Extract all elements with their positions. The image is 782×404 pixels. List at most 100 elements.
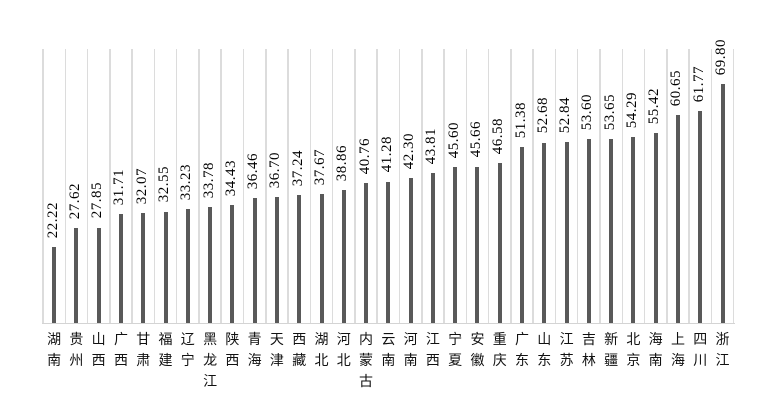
category-gridline	[465, 49, 468, 323]
bar-value-label: 43.81	[423, 127, 440, 164]
bar-value-label: 42.30	[401, 132, 418, 170]
category-gridline	[376, 49, 378, 323]
category-label: 甘 肃	[136, 333, 151, 369]
bar	[341, 189, 346, 323]
category-label: 江 苏	[559, 333, 574, 369]
bar-value-label: 46.58	[490, 118, 507, 155]
bar	[475, 166, 480, 323]
bar-value-label: 52.84	[557, 96, 574, 134]
category-gridline	[732, 49, 735, 323]
bar-value-label: 37.24	[289, 150, 306, 187]
category-label: 山 西	[91, 333, 106, 369]
bar	[675, 115, 680, 323]
category-label: 山 东	[537, 333, 552, 369]
bar	[364, 183, 369, 323]
bar-value-label: 33.23	[178, 163, 195, 201]
bar	[453, 166, 458, 323]
bar	[631, 137, 636, 323]
bar	[274, 197, 279, 323]
bar	[497, 163, 502, 323]
bar	[609, 139, 614, 323]
bar	[208, 207, 213, 323]
bar-value-label: 34.43	[222, 159, 239, 197]
bar-value-label: 40.76	[356, 138, 373, 175]
category-gridline	[554, 49, 557, 323]
category-label: 陕 西	[225, 333, 240, 369]
bar-value-label: 32.07	[133, 167, 150, 205]
bar	[297, 195, 302, 323]
bar	[319, 193, 324, 323]
bar-value-label: 38.86	[334, 144, 351, 181]
bar	[185, 209, 190, 323]
category-label: 北 京	[626, 333, 641, 369]
bar-value-label: 53.60	[579, 94, 596, 131]
category-gridline	[287, 49, 289, 323]
bar-value-label: 52.68	[534, 97, 551, 134]
category-label: 湖 北	[314, 333, 329, 369]
category-label: 吉 林	[581, 333, 596, 369]
category-label: 安 徽	[470, 333, 485, 369]
bar-value-label: 31.71	[111, 169, 128, 206]
bar-value-label: 27.62	[66, 183, 83, 220]
bar-value-label: 32.55	[156, 166, 173, 203]
bar-value-label: 53.65	[601, 94, 618, 131]
bar	[430, 172, 435, 323]
bar-value-label: 41.28	[378, 136, 395, 173]
bar	[720, 83, 725, 323]
bar-value-label: 60.65	[668, 70, 685, 107]
category-label: 福 建	[158, 333, 173, 369]
category-gridline	[131, 49, 133, 323]
bar-value-label: 51.38	[512, 101, 529, 139]
category-gridline	[643, 49, 646, 323]
bar	[118, 214, 123, 323]
category-label: 天 津	[269, 333, 284, 369]
bar	[564, 142, 569, 323]
bar-value-label: 22.22	[44, 201, 61, 238]
x-axis-line	[42, 322, 735, 324]
category-label: 广 西	[113, 333, 128, 369]
category-gridline	[599, 49, 601, 323]
category-gridline	[242, 49, 245, 323]
category-label: 浙 江	[715, 333, 730, 369]
category-gridline	[220, 49, 222, 323]
bar-value-label: 36.46	[245, 152, 262, 190]
category-gridline	[42, 49, 44, 323]
category-gridline	[398, 49, 401, 323]
bar	[52, 246, 57, 323]
bar	[520, 147, 525, 323]
bar-value-label: 37.67	[312, 148, 328, 185]
bar-value-label: 36.70	[267, 152, 284, 189]
category-gridline	[710, 49, 713, 323]
bar-value-label: 45.60	[445, 121, 462, 158]
bar	[230, 205, 235, 323]
bar	[386, 181, 391, 323]
category-label: 江 西	[425, 333, 440, 369]
bar-value-label: 54.29	[623, 91, 640, 129]
category-gridline	[666, 49, 668, 323]
category-label: 湖 南	[47, 333, 62, 369]
bar	[542, 142, 547, 323]
category-gridline	[487, 49, 490, 323]
category-label: 上 海	[670, 333, 685, 369]
category-gridline	[443, 49, 445, 323]
bar-value-label: 27.85	[89, 182, 106, 219]
category-label: 云 南	[381, 333, 396, 369]
category-gridline	[64, 49, 67, 323]
category-gridline	[354, 49, 356, 323]
bar	[74, 228, 79, 323]
category-label: 海 南	[648, 333, 663, 369]
category-label: 西 藏	[292, 333, 307, 369]
category-label: 四 川	[693, 333, 708, 369]
category-label: 贵 州	[69, 333, 84, 369]
bar	[653, 133, 658, 323]
category-gridline	[265, 49, 267, 323]
bar-value-label: 69.80	[713, 38, 730, 75]
category-gridline	[331, 49, 334, 323]
bar	[408, 178, 413, 323]
category-gridline	[175, 49, 178, 323]
category-gridline	[576, 49, 579, 323]
category-label: 青 海	[247, 333, 262, 369]
category-label: 河 北	[336, 333, 351, 369]
bar	[586, 139, 591, 323]
